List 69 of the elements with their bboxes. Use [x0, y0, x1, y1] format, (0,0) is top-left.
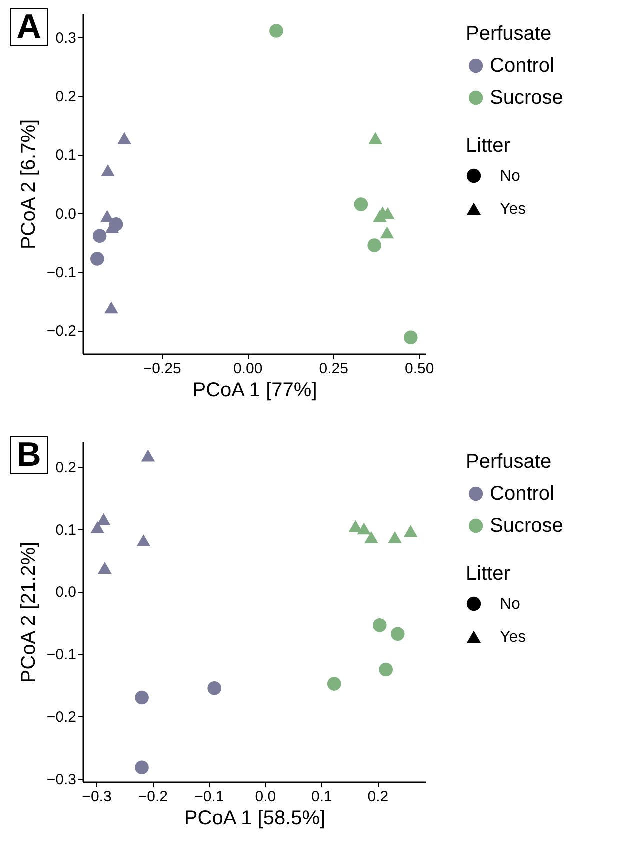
x-tick-label: 0.50: [405, 360, 434, 378]
y-tick-label: 0.0: [56, 206, 76, 223]
y-tick-label: −0.2: [46, 708, 76, 726]
point: [141, 450, 156, 462]
y-tick-label: 0.2: [56, 88, 76, 106]
point: [100, 210, 114, 222]
legend-label: Control: [490, 55, 554, 77]
point: [98, 562, 112, 574]
text: Litter: [466, 135, 511, 157]
legend-title: Perfusate: [466, 451, 552, 473]
point: [373, 618, 387, 632]
point: [135, 690, 149, 705]
legend-label: Control: [490, 483, 554, 505]
x-tick-label: 0.2: [368, 788, 389, 806]
point: [357, 522, 372, 535]
text: Litter: [466, 563, 511, 585]
x-tick-label: 0.1: [311, 788, 332, 806]
x-tick-label: 0.25: [319, 360, 348, 378]
point: [348, 520, 363, 532]
point: [327, 677, 342, 691]
chart-title: B: [10, 436, 48, 474]
legend-label: Yes: [500, 201, 526, 218]
x-tick-label: −0.2: [138, 788, 168, 806]
chart-title: A: [10, 8, 48, 46]
y-tick-label: −0.3: [46, 771, 76, 788]
point: [92, 229, 107, 244]
y-tick-label: −0.1: [46, 646, 76, 664]
x-tick-label: −0.25: [143, 360, 182, 378]
point: [354, 198, 368, 212]
point: [368, 132, 382, 144]
point: [135, 760, 149, 775]
point: [208, 682, 222, 696]
point: [90, 252, 104, 266]
legend-title: Perfusate: [466, 23, 552, 45]
legend-label: Sucrose: [490, 87, 564, 109]
y-axis-title: PCoA 2 [21.2%]: [18, 542, 40, 684]
point: [388, 531, 402, 544]
legend-label: Yes: [500, 629, 526, 646]
point: [270, 24, 284, 38]
point: [118, 132, 132, 144]
x-tick-label: 0.0: [255, 788, 276, 806]
point: [364, 531, 378, 544]
y-tick-label: −0.2: [46, 323, 76, 340]
y-tick-label: 0.3: [56, 30, 76, 47]
point: [136, 534, 151, 547]
y-tick-label: 0.1: [56, 522, 76, 539]
point: [90, 522, 105, 534]
x-axis-title: PCoA 1 [58.5%]: [184, 808, 326, 830]
point: [380, 226, 394, 239]
point: [368, 238, 382, 252]
point: [101, 164, 115, 176]
point: [96, 513, 111, 526]
x-axis-title: PCoA 1 [77%]: [192, 380, 318, 402]
point: [390, 627, 405, 642]
point: [404, 330, 418, 344]
x-tick-label: −0.1: [194, 788, 224, 806]
x-tick-label: 0.00: [234, 360, 263, 378]
legend-label: No: [500, 168, 521, 185]
y-tick-label: 0.1: [56, 147, 76, 164]
point: [404, 525, 418, 538]
y-tick-label: 0.2: [56, 459, 76, 476]
point: [104, 302, 118, 314]
legend-label: Sucrose: [490, 515, 564, 537]
y-tick-label: −0.1: [46, 264, 76, 282]
y-axis-title: PCoA 2 [6.7%]: [18, 119, 40, 250]
legend-label: No: [500, 596, 521, 613]
y-tick-label: 0.0: [56, 584, 76, 602]
x-tick-label: −0.3: [82, 788, 112, 806]
point: [379, 662, 393, 677]
